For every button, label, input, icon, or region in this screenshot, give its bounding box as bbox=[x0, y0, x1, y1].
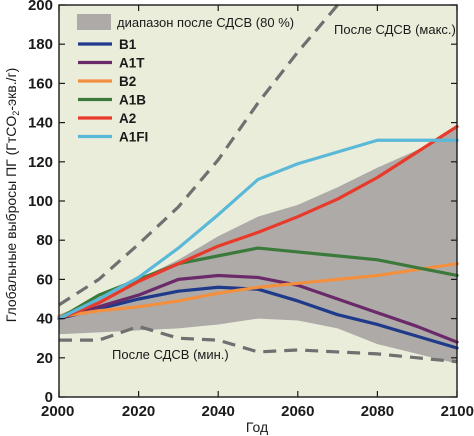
envelope-max-line bbox=[58, 3, 339, 307]
x-tick-label: 2020 bbox=[122, 403, 155, 420]
y-tick-label: 100 bbox=[28, 193, 53, 210]
x-tick-label: 2040 bbox=[202, 403, 235, 420]
annotation-max: После СДСВ (макс.) bbox=[334, 22, 456, 37]
legend-swatch-band bbox=[77, 14, 111, 30]
y-tick-label: 20 bbox=[36, 350, 53, 367]
x-tick-label: 2100 bbox=[441, 403, 474, 420]
legend-label-band: диапазон после СДСВ (80 %) bbox=[117, 15, 294, 30]
x-axis-title: Год bbox=[246, 419, 268, 435]
legend-label-a2: A2 bbox=[119, 111, 136, 126]
series-line-b1 bbox=[57, 285, 459, 350]
series-line-a2 bbox=[57, 124, 459, 321]
y-axis-title: Глобальные выбросы ПГ (ГтCO2-экв./г) bbox=[3, 68, 21, 323]
legend: диапазон после СДСВ (80 %) B1 A1T B2 A1B A2 A1… bbox=[77, 14, 294, 145]
legend-label-a1b: A1B bbox=[119, 93, 146, 108]
y-tick-label: 180 bbox=[28, 36, 53, 53]
y-tick-label: 120 bbox=[28, 154, 53, 171]
x-tick-label: 2080 bbox=[361, 403, 394, 420]
envelope-min-line bbox=[59, 324, 458, 364]
legend-label-b2: B2 bbox=[119, 74, 136, 89]
envelope-layer bbox=[58, 3, 458, 364]
y-tick-label: 140 bbox=[28, 115, 53, 132]
series-line-a1fi bbox=[57, 138, 459, 321]
y-tick-label: 80 bbox=[36, 232, 53, 249]
x-tick-label: 2060 bbox=[281, 403, 314, 420]
legend-label-a1t: A1T bbox=[119, 56, 145, 71]
y-tick-label: 160 bbox=[28, 75, 53, 92]
y-axis-title-part2: -экв./г) bbox=[3, 68, 19, 111]
series-line-b2 bbox=[57, 262, 459, 319]
y-tick-label: 0 bbox=[45, 389, 53, 406]
legend-label-b1: B1 bbox=[119, 37, 137, 52]
annotation-min: После СДСВ (мин.) bbox=[112, 347, 229, 362]
legend-label-a1fi: A1FI bbox=[119, 130, 148, 145]
series-layer bbox=[57, 124, 459, 350]
x-tick-label: 2000 bbox=[41, 403, 74, 420]
y-axis-title-subscript: 2 bbox=[11, 111, 21, 116]
y-tick-label: 40 bbox=[36, 311, 53, 328]
annotations: После СДСВ (макс.) После СДСВ (мин.) bbox=[112, 22, 456, 362]
y-tick-label: 60 bbox=[36, 271, 53, 288]
y-axis-title-part1: Глобальные выбросы ПГ (ГтCO bbox=[3, 116, 19, 323]
series-line-a1t bbox=[57, 273, 459, 344]
y-tick-label: 200 bbox=[28, 0, 53, 14]
